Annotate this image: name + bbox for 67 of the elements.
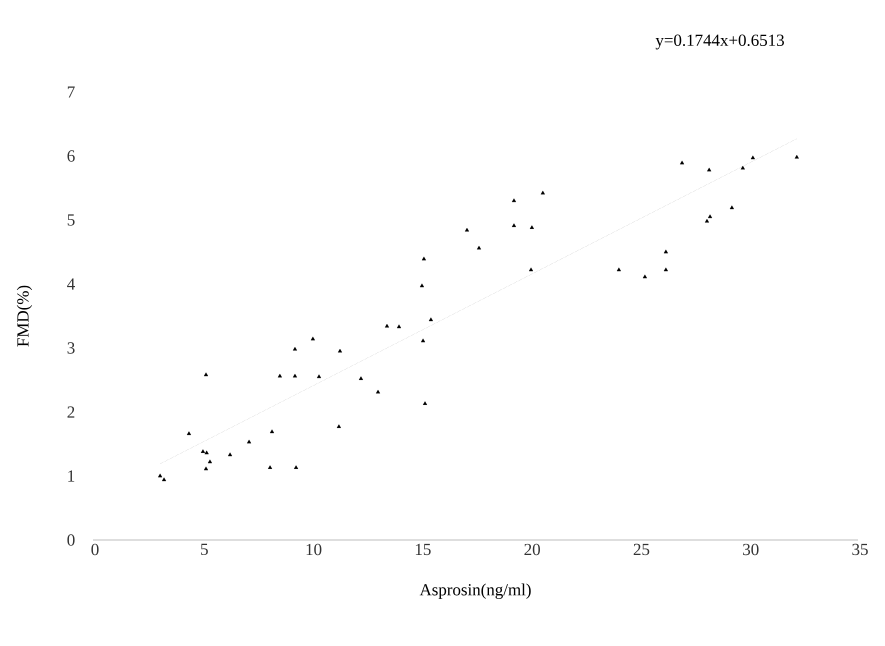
y-tick-label: 6: [67, 150, 75, 162]
point: [294, 465, 298, 469]
point: [336, 424, 341, 428]
point: [512, 198, 516, 202]
point: [642, 274, 648, 278]
point: [310, 336, 315, 340]
x-tick-label: 10: [306, 544, 322, 556]
point: [740, 166, 745, 170]
x-tick-label: 0: [91, 544, 99, 556]
point: [530, 225, 534, 229]
point: [278, 374, 282, 378]
point: [316, 374, 322, 378]
point: [464, 228, 470, 232]
point: [420, 338, 426, 342]
point: [420, 284, 424, 288]
y-tick-label: 3: [68, 342, 75, 354]
point: [204, 466, 208, 470]
point: [204, 450, 209, 454]
point: [540, 190, 545, 194]
point: [396, 324, 402, 328]
y-tick-label: 1: [68, 470, 74, 482]
point: [338, 348, 342, 352]
point: [680, 160, 684, 164]
point: [730, 205, 734, 210]
point: [204, 372, 208, 376]
y-tick-label: 5: [68, 214, 75, 226]
point: [384, 324, 390, 328]
point: [200, 449, 206, 453]
x-axis-title: Asprosin(ng/ml): [420, 584, 531, 599]
y-tick-label: 4: [67, 278, 75, 290]
x-tick-label: 25: [634, 544, 650, 556]
point: [528, 268, 534, 272]
y-axis-title: FMD(%): [16, 286, 32, 347]
point: [664, 250, 668, 254]
point: [228, 452, 232, 456]
point: [292, 374, 298, 378]
point: [376, 390, 380, 394]
point: [268, 465, 272, 469]
x-tick-label: 20: [524, 544, 540, 556]
y-tick-label: 2: [68, 406, 74, 418]
point: [616, 268, 621, 272]
y-tick-label: 7: [68, 86, 75, 98]
point: [208, 460, 212, 464]
point: [476, 246, 482, 250]
point: [422, 256, 426, 260]
y-tick-label: 0: [67, 534, 75, 546]
point: [246, 440, 252, 444]
point: [186, 431, 192, 436]
point: [422, 401, 428, 405]
point: [358, 376, 364, 380]
point: [158, 474, 162, 478]
point: [162, 477, 166, 482]
point: [270, 429, 274, 434]
x-tick-label: 15: [416, 544, 431, 556]
text: y=0.1744x+0.6513: [656, 34, 784, 50]
point: [428, 317, 434, 322]
point: [664, 268, 668, 272]
point: [292, 346, 298, 351]
point: [794, 154, 799, 159]
x-tick-label: 35: [852, 544, 868, 556]
x-tick-label: 30: [743, 544, 759, 556]
point: [707, 168, 712, 172]
point: [708, 214, 712, 218]
x-tick-label: 5: [201, 544, 208, 556]
point: [512, 223, 516, 228]
point: [704, 218, 710, 223]
point: [750, 156, 755, 160]
